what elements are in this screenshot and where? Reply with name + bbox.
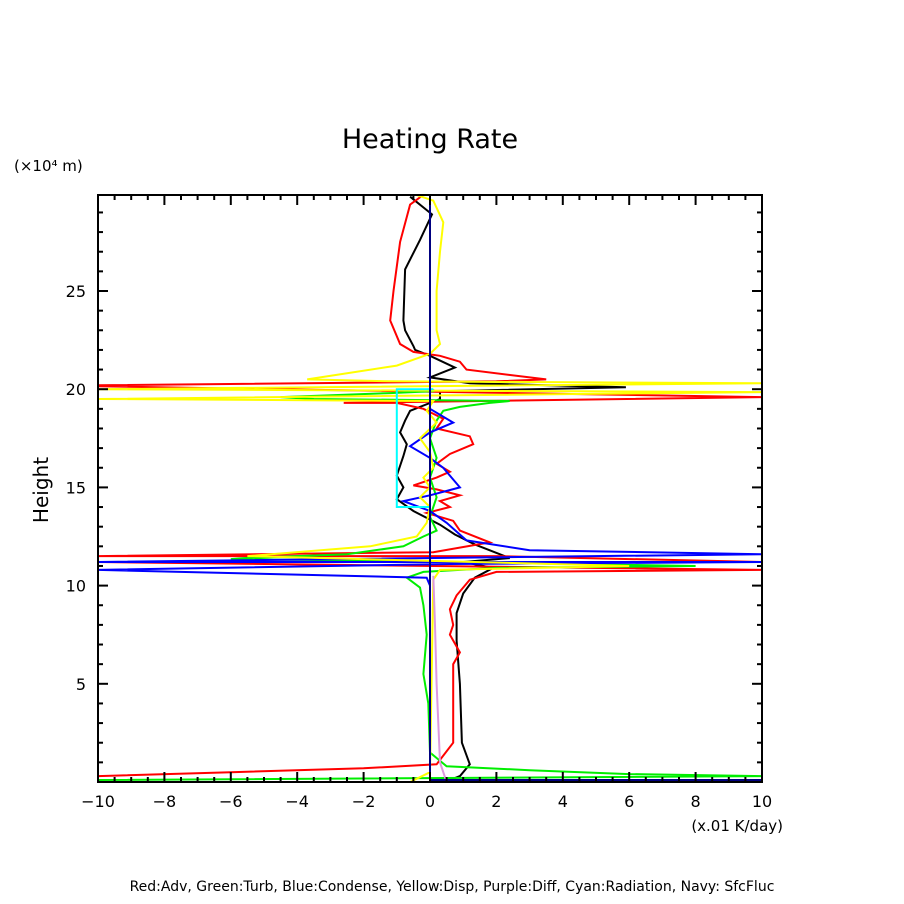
series-line-sfcfluc [429, 195, 762, 781]
y-tick-label: 15 [66, 478, 86, 497]
series-line-adv [98, 195, 762, 778]
y-tick-label: 5 [76, 675, 86, 694]
x-tick-label: 6 [624, 792, 634, 811]
x-tick-label: −4 [285, 792, 309, 811]
y-axis-label: Height [29, 457, 53, 523]
y-tick-label: 20 [66, 380, 86, 399]
x-tick-label: 0 [425, 792, 435, 811]
y-tick-label: 10 [66, 577, 86, 596]
x-tick-label: −8 [153, 792, 177, 811]
x-tick-label: 2 [491, 792, 501, 811]
legend-text: Red:Adv, Green:Turb, Blue:Condense, Yell… [130, 879, 775, 895]
x-tick-label: −10 [81, 792, 115, 811]
chart-title: Heating Rate [342, 124, 518, 155]
x-tick-label: 4 [558, 792, 568, 811]
x-tick-label: 10 [752, 792, 772, 811]
x-axis-label: (x.01 K/day) [691, 817, 783, 835]
series-line-turb [98, 389, 762, 781]
y-tick-label: 25 [66, 282, 86, 301]
series-line-radiation [395, 388, 434, 508]
series-line-diff [432, 575, 448, 782]
series-line-total [395, 195, 626, 781]
x-tick-label: 8 [691, 792, 701, 811]
y-unit-label: (×10⁴ m) [14, 157, 83, 175]
series-line-disp [98, 195, 762, 782]
x-tick-label: −6 [219, 792, 243, 811]
x-tick-label: −2 [352, 792, 376, 811]
